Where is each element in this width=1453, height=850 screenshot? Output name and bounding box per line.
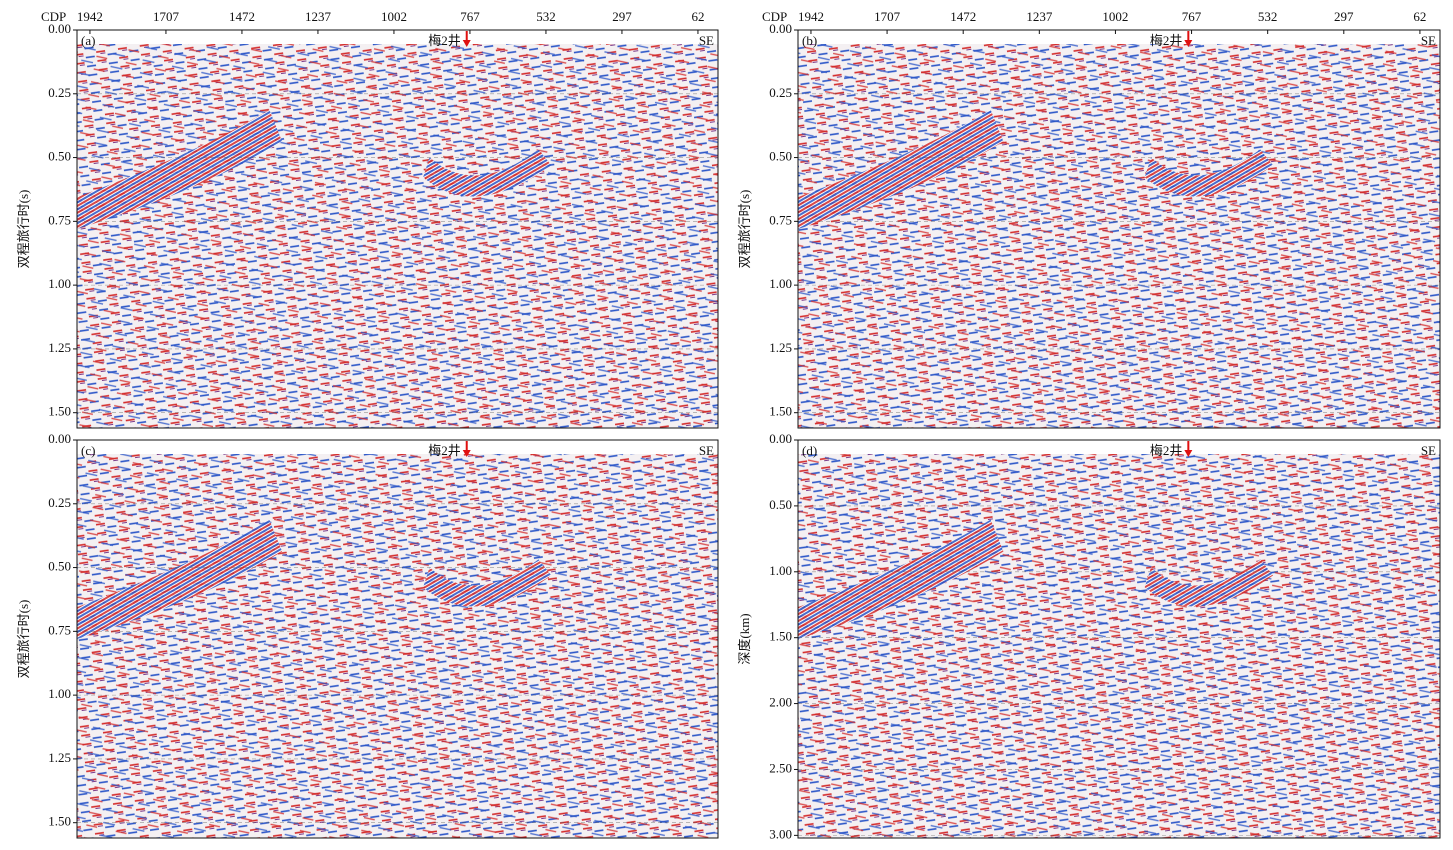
panel-label: (b)	[802, 33, 817, 48]
y-tick-label: 2.50	[769, 760, 792, 775]
y-tick-label: 1.50	[769, 404, 792, 419]
panel-frame	[76, 439, 719, 839]
direction-label: SE	[699, 443, 714, 458]
well-label: 梅2井	[428, 33, 461, 48]
x-tick-label: 1237	[1026, 9, 1053, 24]
y-tick-label: 0.50	[48, 559, 71, 574]
x-tick-label: 1942	[798, 9, 824, 24]
reflector	[77, 109, 283, 229]
x-tick-label: 1237	[305, 9, 332, 24]
well-label: 梅2井	[1150, 443, 1183, 458]
blank-top	[798, 440, 1440, 454]
x-tick-label: 62	[691, 9, 704, 24]
blank-top	[77, 30, 718, 44]
y-tick-label: 1.00	[48, 276, 71, 291]
y-tick-label: 1.25	[48, 340, 71, 355]
x-tick-label: 1002	[1102, 9, 1128, 24]
panel: 0.00 0.50 1.00 1.50 2.00 2.50 3.00 (d) SE 梅2井深度(k…	[737, 431, 1441, 841]
reflector	[1144, 559, 1274, 607]
panel: 0.00 0.25 0.50 0.75 1.00 1.25 1.50 CDP 1942 1707 1…	[16, 9, 719, 429]
y-tick-label: 0.00	[769, 21, 792, 36]
y-tick-label: 1.00	[48, 686, 71, 701]
y-tick-label: 1.50	[48, 404, 71, 419]
x-tick-label: 1707	[874, 9, 901, 24]
direction-label: SE	[699, 33, 714, 48]
panel-frame	[76, 29, 719, 429]
x-tick-label: 1707	[153, 9, 180, 24]
reflector	[798, 519, 1004, 639]
blank-top	[77, 440, 718, 454]
y-tick-label: 0.25	[48, 495, 71, 510]
x-tick-label: 767	[460, 9, 480, 24]
seismic-noise	[798, 454, 1440, 838]
y-tick-label: 1.25	[48, 750, 71, 765]
y-tick-label: 0.50	[769, 497, 792, 512]
y-tick-label: 1.50	[48, 814, 71, 829]
y-tick-label: 1.25	[769, 340, 792, 355]
reflector	[423, 149, 552, 197]
y-tick-label: 2.00	[769, 695, 792, 710]
well-arrow-head	[1184, 450, 1193, 457]
well-arrow-head	[1184, 40, 1193, 47]
well-label: 梅2井	[1150, 33, 1183, 48]
y-tick-label: 1.50	[769, 629, 792, 644]
well-arrow-head	[462, 40, 471, 47]
y-tick-label: 1.00	[769, 563, 792, 578]
well-label: 梅2井	[428, 443, 461, 458]
seismic-noise	[798, 44, 1440, 428]
reflector	[423, 559, 552, 607]
blank-top	[798, 30, 1440, 44]
panel: 0.00 0.25 0.50 0.75 1.00 1.25 1.50 CDP 1942 1707 1…	[737, 9, 1441, 429]
y-axis-label: 深度(km)	[737, 613, 752, 664]
x-tick-label: 297	[1334, 9, 1354, 24]
y-tick-label: 0.75	[769, 212, 792, 227]
y-tick-label: 0.00	[48, 21, 71, 36]
x-tick-label: 767	[1182, 9, 1202, 24]
y-tick-label: 0.75	[48, 622, 71, 637]
x-tick-label: 532	[536, 9, 556, 24]
y-tick-label: 0.50	[769, 149, 792, 164]
panel-label: (a)	[81, 33, 95, 48]
panel-label: (c)	[81, 443, 95, 458]
y-tick-label: 0.25	[48, 85, 71, 100]
reflector	[1144, 149, 1274, 197]
panels: 0.00 0.25 0.50 0.75 1.00 1.25 1.50 CDP 1942 1707 1…	[16, 9, 1441, 841]
y-tick-label: 0.50	[48, 149, 71, 164]
x-tick-label: 297	[612, 9, 632, 24]
x-tick-label: 62	[1413, 9, 1426, 24]
x-tick-label: 1002	[381, 9, 407, 24]
y-tick-label: 0.75	[48, 212, 71, 227]
reflector	[798, 109, 1004, 229]
y-axis-label: 双程旅行时(s)	[737, 190, 752, 269]
direction-label: SE	[1421, 443, 1436, 458]
x-axis-label: CDP	[41, 9, 66, 24]
panel: 0.00 0.25 0.50 0.75 1.00 1.25 1.50 (c) SE 梅2井双程旅行…	[16, 431, 719, 839]
reflector	[77, 519, 283, 639]
x-tick-label: 1472	[950, 9, 976, 24]
y-axis-label: 双程旅行时(s)	[16, 600, 31, 679]
seismic-noise	[77, 44, 718, 428]
x-tick-label: 1942	[77, 9, 103, 24]
panel-label: (d)	[802, 443, 817, 458]
seismic-noise	[77, 454, 718, 838]
y-tick-label: 1.00	[769, 276, 792, 291]
y-tick-label: 0.00	[769, 431, 792, 446]
y-tick-label: 3.00	[769, 826, 792, 841]
well-arrow-head	[462, 450, 471, 457]
x-tick-label: 532	[1258, 9, 1278, 24]
panel-frame	[797, 29, 1441, 429]
y-tick-label: 0.25	[769, 85, 792, 100]
x-tick-label: 1472	[229, 9, 255, 24]
y-axis-label: 双程旅行时(s)	[16, 190, 31, 269]
panel-frame	[797, 439, 1441, 839]
y-tick-label: 0.00	[48, 431, 71, 446]
direction-label: SE	[1421, 33, 1436, 48]
x-axis-label: CDP	[762, 9, 787, 24]
